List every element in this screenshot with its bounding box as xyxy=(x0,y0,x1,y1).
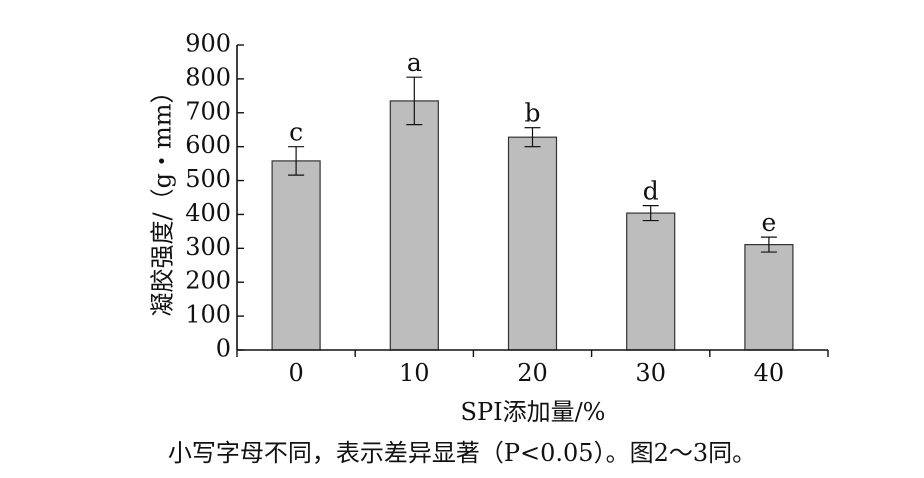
y-tick-label: 400 xyxy=(185,199,231,227)
y-tick-label: 800 xyxy=(185,63,231,91)
x-tick-label: 0 xyxy=(288,359,303,387)
significance-label: c xyxy=(289,118,303,147)
y-tick-label: 700 xyxy=(185,97,231,125)
significance-label: e xyxy=(762,208,777,237)
y-tick-label: 500 xyxy=(185,165,231,193)
bar xyxy=(271,160,321,351)
significance-label: b xyxy=(524,99,540,128)
y-tick-label: 100 xyxy=(185,301,231,329)
bar xyxy=(507,136,558,351)
x-tick-label: 20 xyxy=(517,359,548,387)
y-ticks-group: 0 100 200 300 400 500 600 700 800 900 xyxy=(185,30,244,363)
y-tick-label: 0 xyxy=(216,335,231,363)
y-tick-label: 200 xyxy=(185,267,231,295)
error-bars-group xyxy=(288,76,777,253)
significance-label: a xyxy=(407,48,422,77)
y-tick-label: 600 xyxy=(185,131,231,159)
significance-label: d xyxy=(643,177,659,206)
y-tick-label: 300 xyxy=(185,233,231,261)
x-tick-label: 10 xyxy=(399,359,430,387)
y-axis-label: 凝胶强度/（g・mm） xyxy=(149,80,177,317)
significance-labels-group: c a b d e xyxy=(289,48,776,237)
bar xyxy=(389,100,439,351)
bar xyxy=(744,244,794,351)
x-axis-label: SPI添加量/% xyxy=(461,398,606,426)
x-ticks-group: 0 10 20 30 40 xyxy=(236,350,829,387)
bar xyxy=(626,212,676,351)
y-tick-label: 900 xyxy=(185,30,231,58)
x-tick-label: 30 xyxy=(635,359,666,387)
x-tick-label: 40 xyxy=(754,359,785,387)
figure-caption: 小写字母不同，表示差异显著（P<0.05）。图2～3同。 xyxy=(168,439,756,467)
